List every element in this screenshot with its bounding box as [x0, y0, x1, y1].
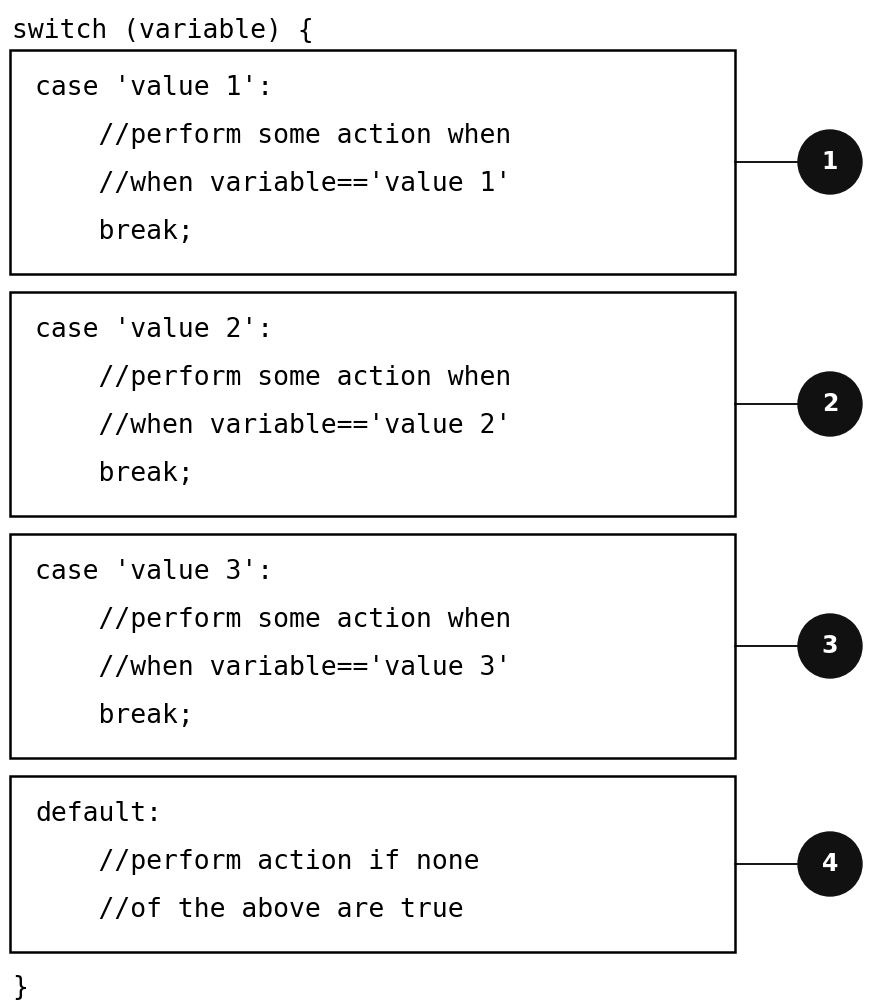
Circle shape — [798, 372, 862, 436]
Text: case 'value 1':: case 'value 1': — [35, 75, 273, 101]
Text: 1: 1 — [822, 150, 838, 174]
Text: break;: break; — [35, 703, 193, 729]
Bar — [10, 292, 735, 516]
Text: //perform some action when: //perform some action when — [35, 607, 511, 633]
Text: break;: break; — [35, 461, 193, 487]
Circle shape — [798, 832, 862, 896]
Text: case 'value 2':: case 'value 2': — [35, 317, 273, 343]
Bar — [10, 534, 735, 758]
Text: //perform action if none: //perform action if none — [35, 849, 479, 875]
Circle shape — [798, 614, 862, 678]
Text: //when variable=='value 1': //when variable=='value 1' — [35, 171, 511, 197]
Text: //when variable=='value 2': //when variable=='value 2' — [35, 413, 511, 439]
Text: //perform some action when: //perform some action when — [35, 123, 511, 149]
Text: //when variable=='value 3': //when variable=='value 3' — [35, 655, 511, 681]
Text: //perform some action when: //perform some action when — [35, 365, 511, 391]
Text: //of the above are true: //of the above are true — [35, 897, 464, 923]
Text: break;: break; — [35, 219, 193, 245]
Text: 3: 3 — [822, 634, 838, 658]
Bar — [10, 776, 735, 952]
Text: 4: 4 — [822, 852, 838, 876]
Text: case 'value 3':: case 'value 3': — [35, 559, 273, 585]
Circle shape — [798, 130, 862, 194]
Text: }: } — [12, 975, 28, 1000]
Text: switch (variable) {: switch (variable) { — [12, 18, 313, 44]
Text: 2: 2 — [822, 392, 838, 416]
Text: default:: default: — [35, 801, 162, 827]
Bar — [10, 50, 735, 274]
